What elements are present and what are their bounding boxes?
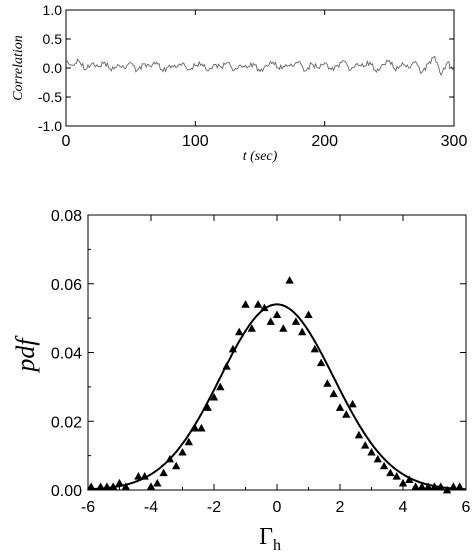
scatter-point: [178, 447, 187, 456]
bottom-y-axis-label: pdf: [11, 335, 40, 374]
top-y-axis-label: Correlation: [11, 35, 26, 101]
scatter-point: [291, 317, 301, 325]
top-x-axis-label: t (sec): [243, 149, 278, 164]
bottom-x-axis-label: Γh: [259, 524, 281, 554]
scatter-point: [304, 310, 313, 319]
scatter-point: [424, 482, 433, 490]
scatter-point: [247, 324, 256, 332]
top-x-tick-label: 0: [62, 133, 71, 150]
scatter-point: [172, 461, 181, 470]
scatter-point: [367, 447, 376, 456]
scatter-point: [436, 482, 445, 490]
scatter-point: [197, 423, 206, 432]
gaussian-fit-line: [87, 303, 467, 491]
top-y-tick-label: -1.0: [38, 118, 62, 134]
top-x-tick-label: 300: [441, 133, 468, 150]
scatter-point: [449, 482, 458, 490]
scatter-point: [184, 437, 193, 446]
gamma-symbol: Γ: [259, 524, 273, 550]
bottom-y-tick-label: 0.00: [51, 483, 82, 500]
top-x-tick-label: 100: [182, 133, 209, 150]
scatter-point: [329, 389, 338, 398]
scatter-point: [398, 478, 408, 487]
scatter-point: [203, 403, 212, 411]
scatter-point: [298, 327, 307, 336]
scatter-point: [134, 472, 143, 480]
top-y-tick-label: 0.5: [43, 31, 63, 47]
scatter-point: [279, 324, 288, 332]
scatter-point: [335, 403, 345, 411]
scatter-point: [121, 482, 130, 490]
scatter-point: [102, 482, 112, 490]
bottom-chart: -6 -4 -2 0 2 4 6 0.08 0.06 0.04 0.02 0.00 pdf Γh: [11, 208, 471, 554]
scatter-point: [266, 317, 275, 325]
scatter-point: [405, 475, 414, 484]
bottom-x-tick-label: -4: [144, 499, 158, 516]
scatter-point: [373, 454, 382, 463]
bottom-x-tick-label: 2: [336, 499, 345, 516]
bottom-y-tick-label: 0.08: [51, 208, 82, 225]
scatter-points: [86, 276, 464, 494]
bottom-x-tick-label: 0: [273, 499, 282, 516]
scatter-point: [96, 482, 105, 490]
scatter-point: [260, 303, 269, 312]
scatter-point: [216, 382, 225, 391]
scatter-point: [115, 478, 124, 487]
scatter-point: [146, 482, 156, 490]
scatter-point: [354, 430, 364, 439]
top-x-tick-label: 200: [311, 133, 338, 150]
scatter-point: [109, 482, 118, 490]
top-y-tick-label: 1.0: [43, 2, 63, 18]
bottom-y-tick-label: 0.04: [51, 346, 82, 363]
scatter-point: [430, 482, 439, 490]
scatter-point: [386, 468, 395, 477]
scatter-point: [455, 482, 464, 490]
top-y-tick-label: -0.5: [38, 89, 62, 105]
bottom-ticks: -6 -4 -2 0 2 4 6 0.08 0.06 0.04 0.02 0.00: [51, 208, 471, 516]
scatter-point: [285, 276, 294, 284]
scatter-point: [165, 454, 175, 463]
scatter-point: [253, 300, 263, 308]
scatter-point: [392, 472, 401, 480]
scatter-point: [411, 482, 420, 490]
gamma-subscript: h: [273, 537, 281, 554]
scatter-point: [272, 310, 282, 319]
scatter-point: [316, 358, 326, 367]
bottom-y-tick-label: 0.02: [51, 414, 82, 431]
scatter-point: [417, 482, 427, 490]
scatter-point: [442, 485, 452, 494]
top-series-line: [65, 55, 455, 77]
scatter-point: [241, 300, 250, 308]
bottom-plot-frame: [87, 214, 467, 491]
top-ticks: 0 100 200 300 1.0 0.5 0.0 -0.5 -1.0: [38, 2, 468, 150]
bottom-x-tick-label: -2: [207, 499, 221, 516]
bottom-y-tick-label: 0.06: [51, 277, 82, 294]
scatter-point: [235, 327, 244, 336]
scatter-point: [190, 423, 200, 432]
bottom-x-tick-label: 6: [462, 499, 471, 516]
top-y-tick-label: 0.0: [43, 60, 63, 76]
scatter-point: [379, 461, 389, 470]
scatter-point: [228, 344, 238, 353]
scatter-point: [209, 392, 219, 401]
bottom-x-tick-label: -6: [81, 499, 95, 516]
scatter-point: [342, 410, 351, 418]
scatter-point: [153, 478, 162, 487]
scatter-point: [348, 399, 357, 408]
scatter-point: [310, 344, 319, 353]
scatter-point: [159, 468, 168, 477]
scatter-point: [140, 472, 149, 480]
bottom-x-tick-label: 4: [399, 499, 408, 516]
scatter-point: [323, 379, 332, 387]
scatter-point: [86, 482, 96, 490]
scatter-point: [222, 362, 231, 370]
scatter-point: [361, 441, 370, 449]
